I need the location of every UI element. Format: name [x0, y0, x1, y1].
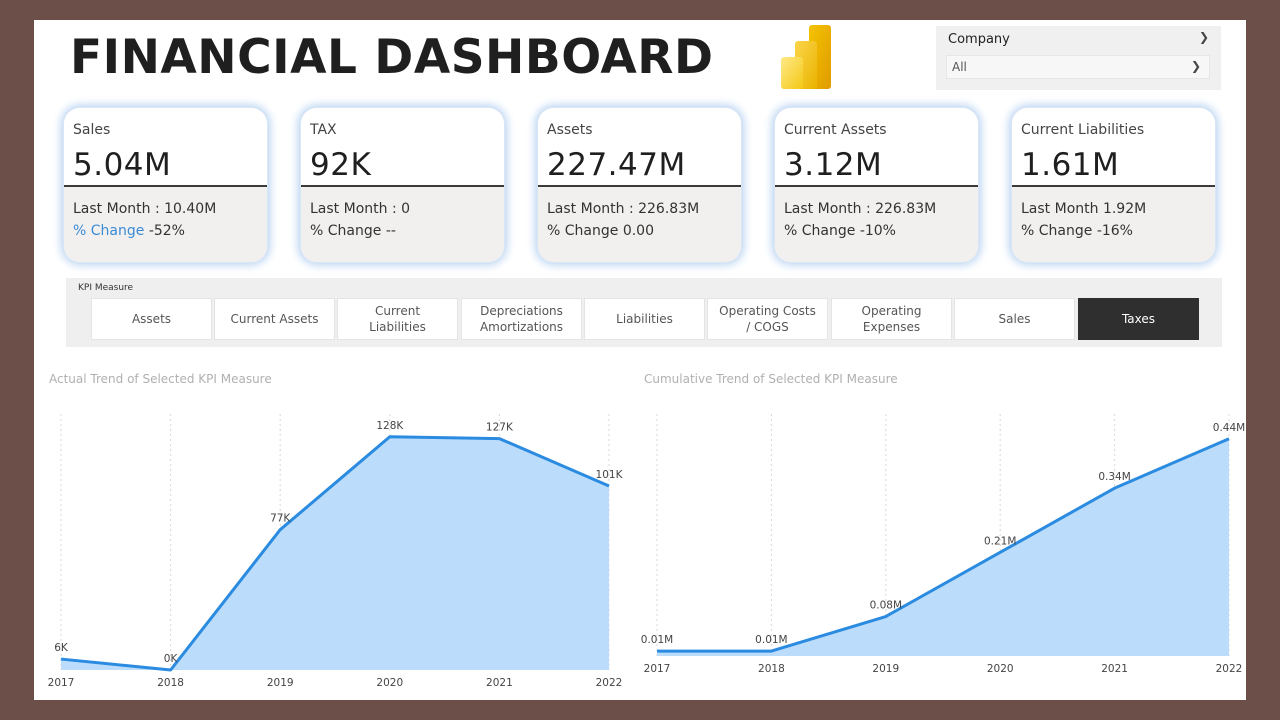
data-label: 0K — [164, 653, 179, 665]
card-change-label: % Change — [784, 223, 856, 239]
card-label: Current Assets — [784, 122, 887, 138]
card-label: Current Liabilities — [1021, 122, 1145, 138]
card-change-value: -52% — [148, 223, 185, 239]
power-bi-logo-icon — [781, 25, 831, 89]
page-title: FINANCIAL DASHBOARD — [70, 30, 714, 85]
card-change-label: % Change — [310, 223, 382, 239]
kpi-button-liabilities[interactable]: Liabilities — [584, 298, 705, 340]
area-fill — [657, 438, 1229, 656]
kpi-card-assets: Assets 227.47M Last Month : 226.83M % Ch… — [538, 108, 741, 262]
data-label: 0.21M — [984, 535, 1016, 547]
company-slicer-label: Company — [948, 32, 1010, 47]
card-change: % Change 0.00 — [547, 223, 654, 239]
card-change: % Change -10% — [784, 223, 896, 239]
card-label: Sales — [73, 122, 111, 138]
card-last-month: Last Month : 226.83M — [784, 201, 937, 217]
kpi-card-tax: TAX 92K Last Month : 0 % Change -- — [301, 108, 504, 262]
x-tick-label: 2017 — [48, 677, 75, 689]
kpi-button-assets[interactable]: Assets — [91, 298, 212, 340]
kpi-button-current-assets[interactable]: Current Assets — [214, 298, 335, 340]
area-fill — [61, 436, 609, 670]
kpi-button-taxes[interactable]: Taxes — [1078, 298, 1199, 340]
kpi-button-current-liabilities[interactable]: Current Liabilities — [337, 298, 458, 340]
card-value: 227.47M — [547, 147, 686, 183]
x-tick-label: 2018 — [758, 663, 785, 675]
series-line — [60, 435, 610, 672]
card-divider — [538, 185, 741, 187]
x-tick-label: 2022 — [1216, 663, 1243, 675]
kpi-card-sales: Sales 5.04M Last Month : 10.40M % Change… — [64, 108, 267, 262]
card-last-month: Last Month : 226.83M — [547, 201, 700, 217]
card-change-label: % Change — [547, 223, 619, 239]
company-slicer[interactable]: Company ❯ All ❯ — [936, 26, 1221, 90]
card-value: 3.12M — [784, 147, 883, 183]
data-label: 0.34M — [1098, 471, 1130, 483]
card-value: 1.61M — [1021, 147, 1120, 183]
chevron-down-icon[interactable]: ❯ — [1190, 59, 1201, 73]
card-label: TAX — [310, 122, 337, 138]
x-tick-label: 2021 — [1101, 663, 1128, 675]
x-tick-label: 2021 — [486, 677, 513, 689]
card-change: % Change -16% — [1021, 223, 1133, 239]
kpi-measure-slicer: KPI Measure Assets Current Assets Curren… — [66, 278, 1222, 347]
series-line — [657, 437, 1230, 653]
card-label: Assets — [547, 122, 593, 138]
kpi-button-operating-costs-cogs[interactable]: Operating Costs / COGS — [707, 298, 828, 340]
company-dropdown[interactable]: All ❯ — [946, 55, 1210, 79]
card-divider — [301, 185, 504, 187]
x-tick-label: 2019 — [872, 663, 899, 675]
card-last-month: Last Month 1.92M — [1021, 201, 1147, 217]
x-tick-label: 2018 — [157, 677, 184, 689]
x-tick-label: 2017 — [644, 663, 671, 675]
card-change: % Change -- — [310, 223, 396, 239]
kpi-card-current-assets: Current Assets 3.12M Last Month : 226.83… — [775, 108, 978, 262]
card-last-month: Last Month : 10.40M — [73, 201, 217, 217]
card-change-value: -16% — [1096, 223, 1133, 239]
card-change-value: 0.00 — [622, 223, 654, 239]
data-label: 0.08M — [870, 600, 902, 612]
chart-title-cumulative-trend: Cumulative Trend of Selected KPI Measure — [644, 372, 898, 386]
kpi-card-current-liabilities: Current Liabilities 1.61M Last Month 1.9… — [1012, 108, 1215, 262]
kpi-measure-title: KPI Measure — [78, 283, 134, 293]
x-tick-label: 2022 — [596, 677, 623, 689]
actual-trend-chart: 6K 2017 0K 2018 77K 2019 128K 2020 127K 2021 101K 2… — [48, 414, 624, 689]
data-label: 127K — [486, 422, 514, 434]
card-change: % Change -52% — [73, 223, 185, 239]
card-change-label: % Change — [1021, 223, 1093, 239]
x-tick-label: 2020 — [987, 663, 1014, 675]
card-change-value: -10% — [859, 223, 896, 239]
card-last-month: Last Month : 0 — [310, 201, 411, 217]
cumulative-trend-chart: 0.01M 2017 0.01M 2018 0.08M 2019 0.21M 2020 0.34… — [641, 414, 1245, 675]
card-change-label: % Change — [73, 223, 145, 239]
x-tick-label: 2020 — [376, 677, 403, 689]
kpi-button-operating-expenses[interactable]: Operating Expenses — [831, 298, 952, 340]
data-label: 77K — [270, 513, 291, 525]
card-value: 92K — [310, 147, 372, 183]
card-value: 5.04M — [73, 147, 172, 183]
x-tick-label: 2019 — [267, 677, 294, 689]
kpi-button-sales[interactable]: Sales — [954, 298, 1075, 340]
data-label: 6K — [54, 642, 69, 654]
data-label: 101K — [596, 469, 624, 481]
company-dropdown-value: All — [952, 60, 967, 74]
card-divider — [64, 185, 267, 187]
data-label: 0.01M — [755, 634, 787, 646]
dashboard-canvas: FINANCIAL DASHBOARD Company ❯ All ❯ Sale… — [34, 20, 1246, 700]
card-change-value: -- — [385, 223, 396, 239]
chart-title-actual-trend: Actual Trend of Selected KPI Measure — [49, 372, 272, 386]
data-label: 128K — [376, 420, 404, 432]
data-label: 0.01M — [641, 634, 673, 646]
card-divider — [775, 185, 978, 187]
data-label: 0.44M — [1213, 422, 1245, 434]
chevron-down-icon[interactable]: ❯ — [1198, 30, 1209, 44]
kpi-button-depreciations-amortizations[interactable]: Depreciations Amortizations — [461, 298, 582, 340]
card-divider — [1012, 185, 1215, 187]
